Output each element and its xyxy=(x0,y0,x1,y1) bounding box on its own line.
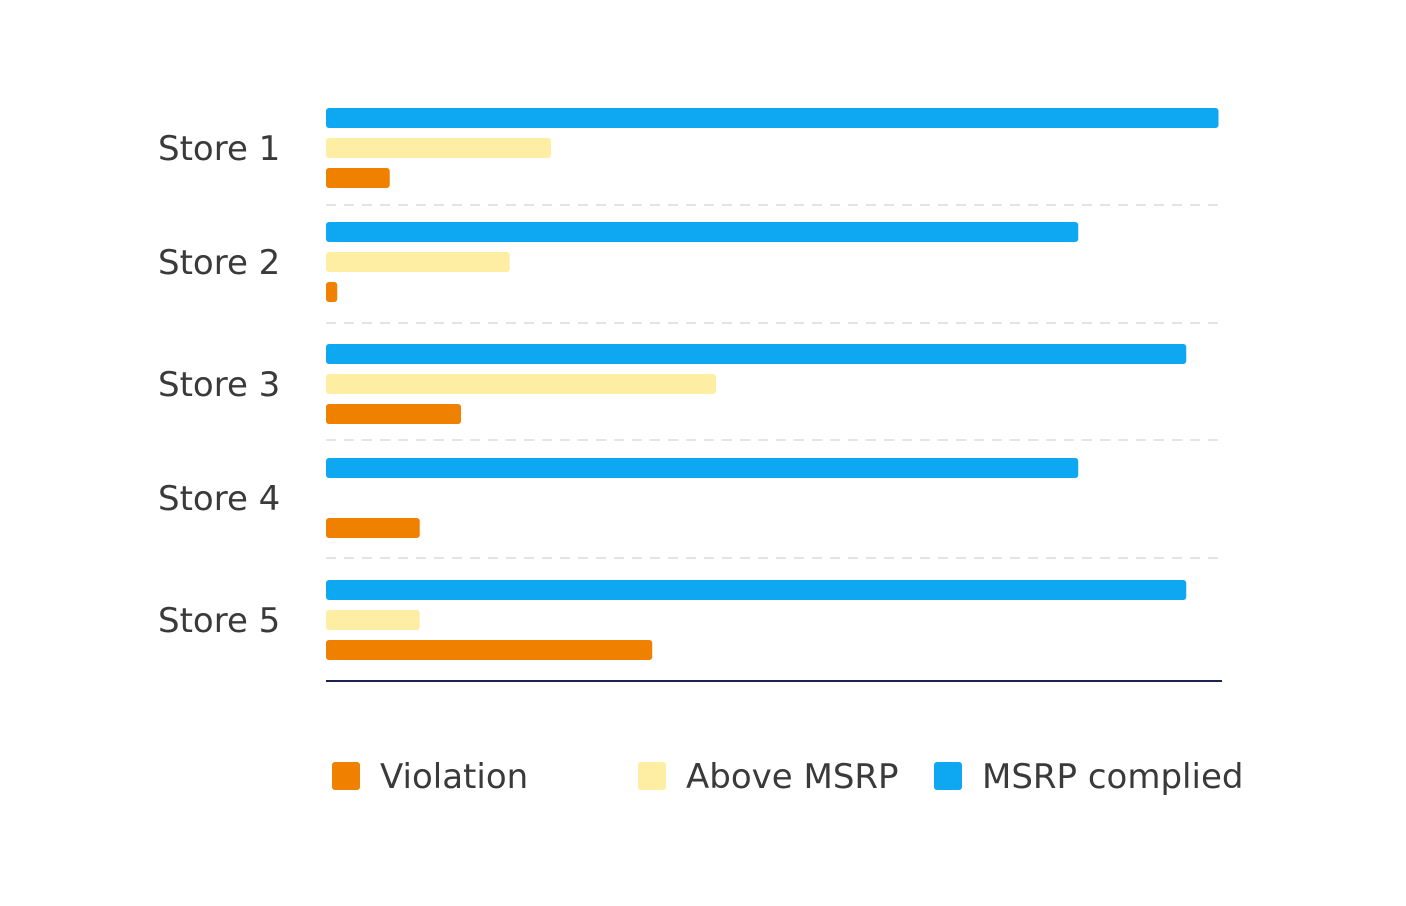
bar-violation-store-1 xyxy=(326,168,390,188)
bar-msrp-complied-store-1 xyxy=(326,108,1219,128)
bar-msrp-complied-store-5 xyxy=(326,580,1187,600)
legend-label-violation: Violation xyxy=(380,757,528,797)
legend-swatch-violation xyxy=(332,762,360,790)
bar-msrp-complied-store-2 xyxy=(326,222,1079,242)
category-label-3: Store 3 xyxy=(158,365,280,405)
legend-swatch-above-msrp xyxy=(638,762,666,790)
bar-above-msrp-store-3 xyxy=(326,374,716,394)
category-label-5: Store 5 xyxy=(158,601,280,641)
bar-above-msrp-store-2 xyxy=(326,252,510,272)
bar-violation-store-5 xyxy=(326,640,653,660)
bar-violation-store-2 xyxy=(326,282,338,302)
legend-label-above-msrp: Above MSRP xyxy=(686,757,899,797)
category-label-2: Store 2 xyxy=(158,243,280,283)
category-label-1: Store 1 xyxy=(158,129,280,169)
legend-swatch-msrp-complied xyxy=(934,762,962,790)
bars-group xyxy=(326,108,1219,660)
legend-label-msrp-complied: MSRP complied xyxy=(982,757,1243,797)
category-labels: Store 1 Store 2 Store 3 Store 4 Store 5 xyxy=(158,129,280,641)
legend: Violation Above MSRP MSRP complied xyxy=(332,757,1243,797)
bar-msrp-complied-store-4 xyxy=(326,458,1079,478)
category-label-4: Store 4 xyxy=(158,479,280,519)
bar-violation-store-4 xyxy=(326,518,420,538)
bar-above-msrp-store-5 xyxy=(326,610,420,630)
bar-above-msrp-store-1 xyxy=(326,138,551,158)
bar-msrp-complied-store-3 xyxy=(326,344,1187,364)
category-separators xyxy=(326,204,1222,559)
bar-violation-store-3 xyxy=(326,404,461,424)
